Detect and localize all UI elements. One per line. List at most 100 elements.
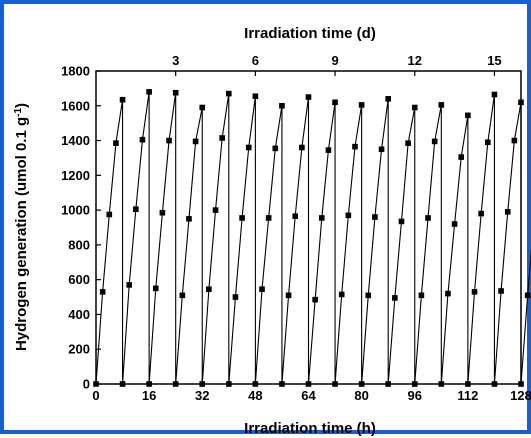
data-point xyxy=(405,140,411,146)
data-point xyxy=(345,212,352,219)
data-point xyxy=(332,381,338,387)
data-point xyxy=(232,294,239,300)
data-point xyxy=(126,282,133,288)
data-point xyxy=(518,99,524,106)
data-point xyxy=(299,144,305,151)
data-point xyxy=(398,218,405,225)
data-point xyxy=(172,381,179,387)
data-point xyxy=(119,381,126,387)
data-point xyxy=(491,381,498,387)
data-point xyxy=(285,292,292,299)
data-point xyxy=(226,90,232,97)
data-point xyxy=(325,147,332,153)
data-point xyxy=(438,381,445,387)
y-tick-label: 200 xyxy=(68,342,90,357)
y-tick-label: 1800 xyxy=(61,64,90,79)
y-tick-label: 1400 xyxy=(61,133,90,148)
data-point xyxy=(372,214,378,220)
data-point xyxy=(498,288,504,294)
data-point xyxy=(411,381,418,387)
y-tick-label: 1600 xyxy=(61,98,90,113)
data-point xyxy=(471,289,478,295)
data-point xyxy=(385,381,391,387)
data-point xyxy=(93,381,99,387)
data-point xyxy=(139,136,146,143)
data-point xyxy=(365,292,372,299)
data-point xyxy=(385,96,391,102)
data-point xyxy=(305,381,312,387)
data-point xyxy=(484,139,491,146)
data-point xyxy=(259,286,265,293)
data-point xyxy=(524,292,531,299)
data-point xyxy=(358,102,365,108)
data-point xyxy=(312,296,318,303)
data-point xyxy=(133,206,139,213)
data-point xyxy=(265,215,272,221)
y-axis-title-close: ) xyxy=(13,103,30,108)
data-point xyxy=(279,381,285,387)
y-axis-title-superscript: -1 xyxy=(13,108,24,117)
data-point xyxy=(338,291,345,298)
x-tick-label: 16 xyxy=(142,388,156,403)
top-x-tick-label: 6 xyxy=(252,53,259,68)
data-point xyxy=(511,137,518,144)
data-point xyxy=(186,216,192,222)
y-tick-label: 600 xyxy=(68,272,90,287)
data-point xyxy=(166,137,172,144)
data-point xyxy=(199,381,206,387)
x-tick-label: 128 xyxy=(510,388,531,403)
data-point xyxy=(252,93,259,100)
x-tick-label: 64 xyxy=(301,388,316,403)
data-point xyxy=(99,289,106,295)
y-axis-title: Hydrogen generation (umol 0.1 g-1) xyxy=(13,103,30,351)
data-point xyxy=(358,381,365,387)
data-point xyxy=(504,209,511,215)
data-point xyxy=(106,211,113,218)
x-tick-label: 112 xyxy=(457,388,478,403)
data-point xyxy=(305,94,312,100)
data-point xyxy=(438,102,445,108)
data-point xyxy=(212,207,219,213)
top-x-tick-label: 15 xyxy=(487,53,501,68)
data-point xyxy=(152,285,159,292)
data-point xyxy=(491,91,498,98)
data-point xyxy=(418,292,425,299)
x-tick-label: 80 xyxy=(354,388,368,403)
data-point xyxy=(192,138,199,145)
data-point xyxy=(451,221,458,227)
data-point xyxy=(352,143,358,150)
x-tick-label: 48 xyxy=(248,388,262,403)
data-point xyxy=(425,215,431,221)
data-point xyxy=(226,381,232,387)
x-tick-label: 0 xyxy=(92,388,99,403)
data-point xyxy=(518,381,524,387)
data-point xyxy=(272,145,279,152)
y-axis-title-main: Hydrogen generation (umol 0.1 g xyxy=(13,117,30,351)
data-point xyxy=(318,215,325,221)
series-line xyxy=(95,91,531,385)
data-point xyxy=(219,135,225,141)
data-point xyxy=(431,138,438,145)
data-point xyxy=(239,215,245,221)
data-point xyxy=(465,381,471,387)
data-point xyxy=(445,290,451,297)
data-point xyxy=(378,146,385,153)
y-tick-label: 1000 xyxy=(61,203,90,218)
data-point xyxy=(478,210,484,217)
top-x-tick-label: 12 xyxy=(408,53,422,68)
data-point xyxy=(245,144,252,151)
data-point xyxy=(159,209,166,216)
data-point xyxy=(252,381,259,387)
x-tick-label: 96 xyxy=(408,388,422,403)
top-x-tick-label: 3 xyxy=(172,53,179,68)
y-tick-label: 400 xyxy=(68,307,90,322)
top-x-tick-label: 9 xyxy=(331,53,338,68)
data-point xyxy=(146,89,152,95)
data-point xyxy=(465,112,471,119)
data-point xyxy=(411,104,418,111)
y-tick-label: 800 xyxy=(68,237,90,252)
data-point xyxy=(332,99,338,106)
data-point xyxy=(458,154,465,160)
x-axis-title: Irradiation time (h) xyxy=(244,420,376,437)
